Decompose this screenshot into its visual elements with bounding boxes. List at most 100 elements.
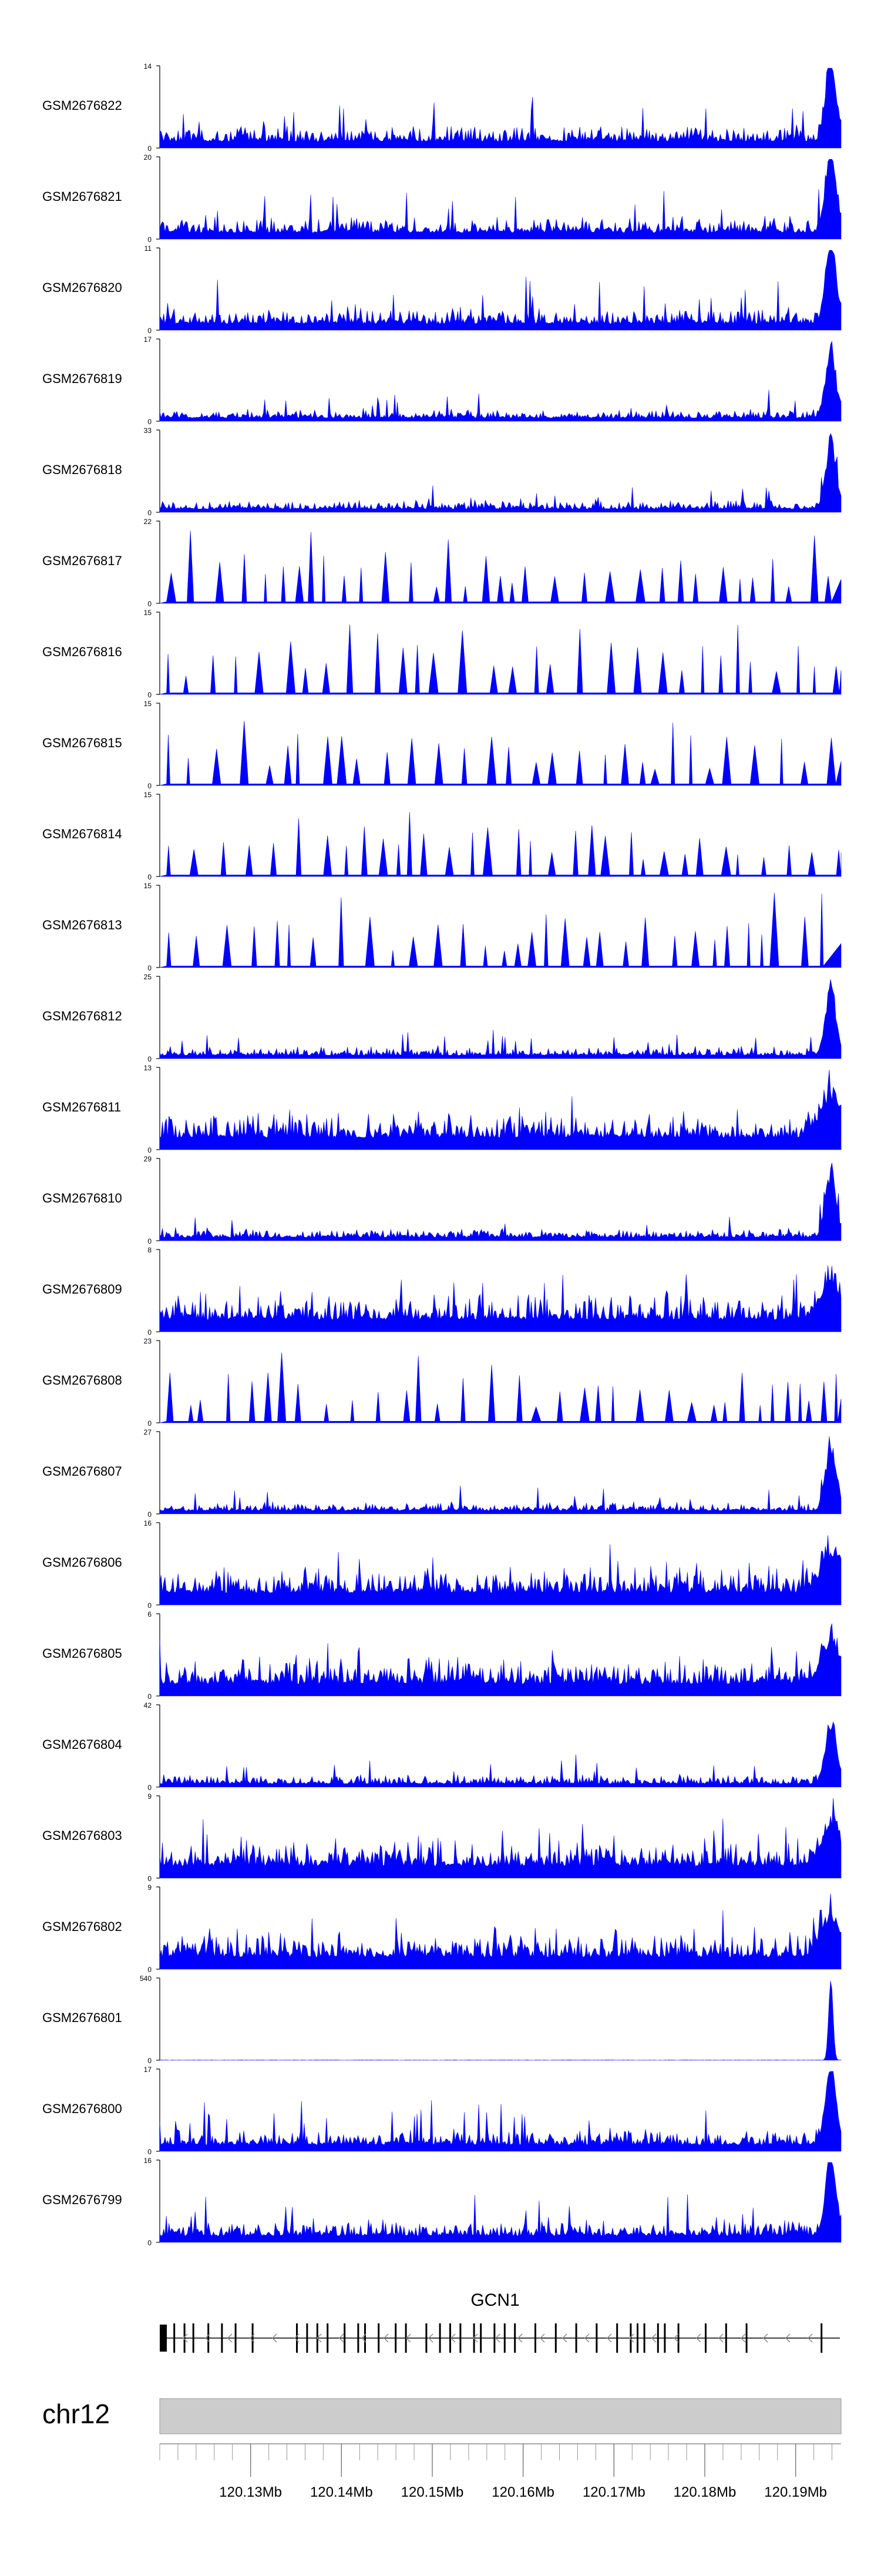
- track-label-GSM2676817: GSM2676817: [42, 553, 122, 568]
- gene-exon: [630, 2323, 632, 2353]
- gene-exon: [306, 2323, 308, 2353]
- track-label-GSM2676812: GSM2676812: [42, 1009, 122, 1023]
- track-label-GSM2676816: GSM2676816: [42, 644, 122, 659]
- strand-arrow-icon: [338, 2333, 344, 2343]
- y-min-label: 0: [147, 1966, 152, 1974]
- strand-arrow-icon: [271, 2333, 277, 2343]
- signal-area-GSM2676800: [159, 2071, 842, 2152]
- gene-exon: [575, 2323, 577, 2353]
- x-tick-label-120.17Mb: 120.17Mb: [583, 2484, 645, 2500]
- y-min-label: 0: [147, 1784, 152, 1792]
- signal-area-GSM2676819: [159, 341, 842, 422]
- y-max-label: 8: [147, 1246, 152, 1254]
- strand-arrow-icon: [584, 2333, 590, 2343]
- gene-exon: [344, 2323, 346, 2353]
- strand-arrow-icon: [651, 2333, 657, 2343]
- strand-arrow-icon: [673, 2333, 679, 2343]
- y-min-label: 0: [147, 1055, 152, 1063]
- track-label-GSM2676814: GSM2676814: [42, 827, 122, 841]
- y-max-label: 15: [144, 609, 152, 617]
- gene-exon: [378, 2323, 380, 2353]
- track-label-GSM2676803: GSM2676803: [42, 1828, 122, 1843]
- gene-exon: [480, 2323, 482, 2353]
- x-tick-label-120.19Mb: 120.19Mb: [764, 2484, 827, 2500]
- y-min-label: 0: [147, 782, 152, 790]
- strand-arrow-icon: [785, 2333, 791, 2343]
- gene-exon: [251, 2323, 254, 2353]
- gene-exon: [192, 2323, 194, 2353]
- y-max-label: 27: [144, 1428, 152, 1436]
- strand-arrow-icon: [405, 2333, 411, 2343]
- strand-arrow-icon: [517, 2333, 523, 2343]
- signal-area-GSM2676803: [159, 1798, 842, 1879]
- gene-exon: [514, 2323, 516, 2353]
- strand-arrow-icon: [316, 2333, 322, 2343]
- strand-arrow-icon: [383, 2333, 389, 2343]
- strand-arrow-icon: [628, 2333, 634, 2343]
- strand-arrow-icon: [495, 2333, 500, 2343]
- y-max-label: 15: [144, 791, 152, 799]
- signal-area-GSM2676802: [159, 1893, 842, 1970]
- y-max-label: 16: [144, 1519, 152, 1527]
- signal-area-GSM2676808: [159, 1352, 842, 1423]
- y-max-label: 15: [144, 700, 152, 708]
- track-label-GSM2676819: GSM2676819: [42, 371, 122, 386]
- gene-exon: [821, 2323, 823, 2353]
- y-max-label: 25: [144, 973, 152, 981]
- y-min-label: 0: [147, 1692, 152, 1701]
- y-max-label: 29: [144, 1155, 152, 1163]
- gene-exon: [357, 2323, 359, 2353]
- strand-arrow-icon: [428, 2333, 433, 2343]
- y-max-label: 20: [144, 153, 152, 162]
- strand-arrow-icon: [561, 2333, 567, 2343]
- gene-exon: [459, 2323, 462, 2353]
- strand-arrow-icon: [740, 2333, 746, 2343]
- gene-exon: [364, 2323, 366, 2353]
- y-max-label: 14: [144, 62, 152, 70]
- track-label-GSM2676820: GSM2676820: [42, 280, 122, 295]
- track-label-GSM2676799: GSM2676799: [42, 2192, 122, 2207]
- y-max-label: 15: [144, 882, 152, 890]
- gene-exon: [327, 2323, 329, 2353]
- signal-area-GSM2676815: [159, 721, 842, 786]
- signal-area-GSM2676804: [159, 1721, 842, 1788]
- track-label-GSM2676806: GSM2676806: [42, 1555, 122, 1570]
- strand-arrow-icon: [361, 2333, 366, 2343]
- track-label-GSM2676802: GSM2676802: [42, 1919, 122, 1934]
- y-min-label: 0: [147, 873, 152, 881]
- strand-arrow-icon: [807, 2333, 813, 2343]
- strand-arrow-icon: [204, 2333, 210, 2343]
- y-min-label: 0: [147, 691, 152, 699]
- y-max-label: 33: [144, 426, 152, 435]
- track-label-GSM2676822: GSM2676822: [42, 98, 122, 113]
- track-label-GSM2676801: GSM2676801: [42, 2010, 122, 2025]
- gene-exon: [677, 2323, 680, 2353]
- gene-exon: [439, 2323, 441, 2353]
- gene-exon: [554, 2323, 557, 2353]
- y-max-label: 22: [144, 518, 152, 526]
- strand-arrow-icon: [294, 2333, 300, 2343]
- y-min-label: 0: [147, 600, 152, 608]
- signal-area-GSM2676805: [159, 1623, 842, 1697]
- signal-area-GSM2676817: [159, 530, 842, 604]
- strand-arrow-icon: [249, 2333, 255, 2343]
- gene-exon: [449, 2323, 451, 2353]
- gene-exon: [637, 2323, 638, 2353]
- strand-arrow-icon: [762, 2333, 768, 2343]
- y-max-label: 42: [144, 1701, 152, 1710]
- y-min-label: 0: [147, 1510, 152, 1519]
- y-max-label: 13: [144, 1064, 152, 1072]
- y-min-label: 0: [147, 2057, 152, 2065]
- signal-area-GSM2676822: [159, 68, 842, 149]
- chromosome-ideogram: [159, 2398, 842, 2434]
- signal-area-GSM2676801: [159, 1981, 842, 2061]
- strand-arrow-icon: [606, 2333, 612, 2343]
- strand-arrow-icon: [695, 2333, 701, 2343]
- y-max-label: 11: [144, 244, 152, 253]
- y-min-label: 0: [147, 2239, 152, 2247]
- y-min-label: 0: [147, 236, 152, 244]
- gene-exon: [221, 2323, 223, 2353]
- gene-exon: [425, 2323, 428, 2353]
- strand-arrow-icon: [472, 2333, 478, 2343]
